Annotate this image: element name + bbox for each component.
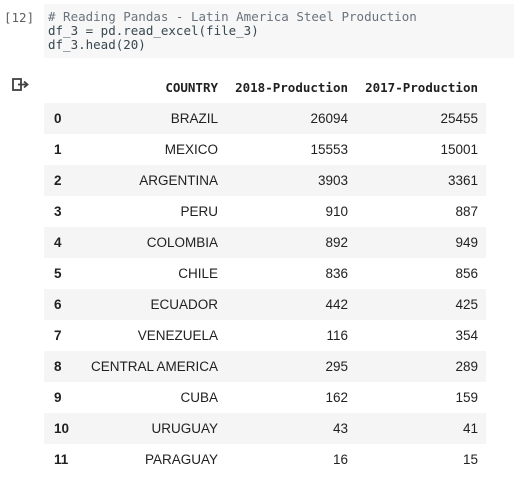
- row-index: 0: [54, 111, 62, 126]
- production-2018-cell: 116: [326, 328, 348, 343]
- country-cell: PARAGUAY: [144, 452, 218, 467]
- table-row: 8 CENTRAL AMERICA 295 289: [44, 351, 486, 382]
- production-2018-cell: 3903: [317, 173, 348, 188]
- dataframe-table: COUNTRY 2018-Production 2017-Production …: [44, 72, 486, 475]
- country-cell: ARGENTINA: [139, 173, 218, 188]
- country-cell: BRAZIL: [170, 111, 218, 126]
- country-cell: PERU: [180, 204, 218, 219]
- production-2017-cell: 887: [455, 204, 478, 219]
- table-row: 3 PERU 910 887: [44, 196, 486, 227]
- production-2018-cell: 910: [325, 204, 348, 219]
- table-row: 2 ARGENTINA 3903 3361: [44, 165, 486, 196]
- row-index: 2: [54, 173, 62, 188]
- production-2018-cell: 162: [325, 390, 348, 405]
- index-header: [44, 72, 82, 103]
- country-cell: CUBA: [180, 390, 218, 405]
- production-2018-cell: 836: [325, 266, 348, 281]
- production-2018-cell: 43: [332, 421, 348, 436]
- code-cell[interactable]: [12] # Reading Pandas - Latin America St…: [0, 0, 529, 62]
- production-2018-cell: 15553: [310, 142, 348, 157]
- country-cell: URUGUAY: [151, 421, 218, 436]
- country-cell: COLOMBIA: [146, 235, 218, 250]
- table-row: 1 MEXICO 15553 15001: [44, 134, 486, 165]
- country-cell: CHILE: [178, 266, 218, 281]
- row-index: 8: [54, 359, 62, 374]
- row-index: 11: [54, 452, 69, 467]
- code-line-comment: # Reading Pandas - Latin America Steel P…: [48, 9, 417, 24]
- production-2017-cell: 41: [462, 421, 478, 436]
- production-2017-header: 2017-Production: [365, 80, 478, 95]
- production-2018-cell: 26094: [310, 111, 348, 126]
- production-2017-cell: 354: [455, 328, 478, 343]
- country-cell: ECUADOR: [150, 297, 218, 312]
- row-index: 3: [54, 204, 62, 219]
- row-index: 9: [54, 390, 62, 405]
- production-2017-cell: 159: [455, 390, 478, 405]
- production-2018-cell: 892: [325, 235, 348, 250]
- country-cell: MEXICO: [164, 142, 218, 157]
- code-line-head: df_3.head(20): [48, 37, 146, 52]
- table-row: 5 CHILE 836 856: [44, 258, 486, 289]
- row-index: 6: [54, 297, 62, 312]
- code-line-read-excel: df_3 = pd.read_excel(file_3): [48, 23, 259, 38]
- production-2017-cell: 3361: [447, 173, 478, 188]
- production-2018-cell: 295: [325, 359, 348, 374]
- table-row: 9 CUBA 162 159: [44, 382, 486, 413]
- production-2017-cell: 15: [462, 452, 478, 467]
- production-2018-cell: 442: [325, 297, 348, 312]
- table-row: 0 BRAZIL 26094 25455: [44, 103, 486, 134]
- production-2018-header: 2018-Production: [235, 80, 348, 95]
- country-header: COUNTRY: [165, 80, 218, 95]
- country-cell: CENTRAL AMERICA: [90, 359, 218, 374]
- production-2017-cell: 856: [455, 266, 478, 281]
- table-row: 6 ECUADOR 442 425: [44, 289, 486, 320]
- production-2018-cell: 16: [332, 452, 348, 467]
- row-index: 10: [54, 421, 70, 436]
- row-index: 4: [54, 235, 62, 250]
- row-index: 7: [54, 328, 62, 343]
- table-row: 11 PARAGUAY 16 15: [44, 444, 486, 475]
- table-row: 10 URUGUAY 43 41: [44, 413, 486, 444]
- production-2017-cell: 949: [455, 235, 478, 250]
- production-2017-cell: 289: [455, 359, 478, 374]
- row-index: 5: [54, 266, 62, 281]
- production-2017-cell: 25455: [440, 111, 478, 126]
- row-index: 1: [54, 142, 62, 157]
- table-row: 4 COLOMBIA 892 949: [44, 227, 486, 258]
- production-2017-cell: 425: [455, 297, 478, 312]
- code-editor[interactable]: # Reading Pandas - Latin America Steel P…: [44, 4, 514, 58]
- execution-count: [12]: [4, 10, 35, 25]
- table-row: 7 VENEZUELA 116 354: [44, 320, 486, 351]
- country-cell: VENEZUELA: [137, 328, 218, 343]
- output-redirect-icon[interactable]: [12, 77, 30, 93]
- production-2017-cell: 15001: [440, 142, 478, 157]
- header-row: COUNTRY 2018-Production 2017-Production: [44, 72, 486, 103]
